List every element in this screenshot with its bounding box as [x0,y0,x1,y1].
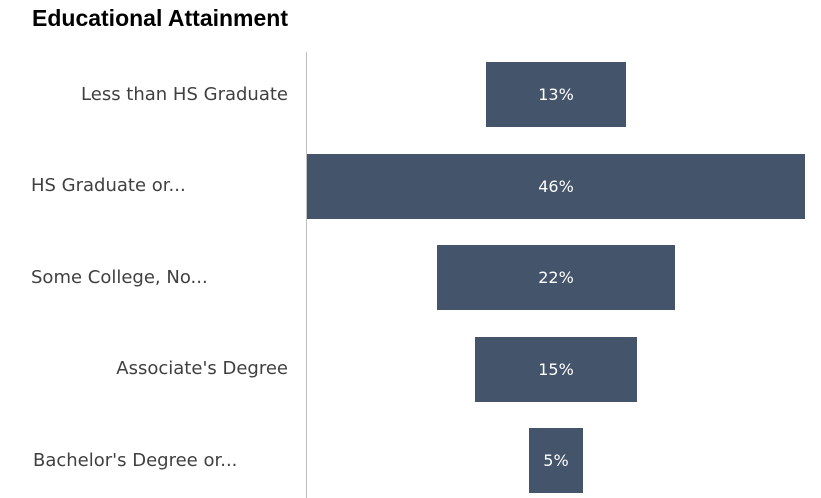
category-label: Associate's Degree [116,358,288,379]
data-label: 13% [538,85,574,104]
bar: 46% [307,153,805,219]
bar: 22% [436,245,676,310]
category-label: HS Graduate or... [31,175,186,196]
category-axis-line [306,52,307,498]
bar: 13% [485,62,627,127]
bar: 15% [474,336,638,402]
data-label: 15% [538,359,574,379]
data-label: 22% [538,268,574,287]
data-label: 46% [538,176,574,196]
category-label: Some College, No... [31,266,208,288]
category-label: Less than HS Graduate [81,83,288,105]
bar: 5% [528,428,584,493]
category-label: Bachelor's Degree or... [33,449,238,471]
chart-title: Educational Attainment [32,5,288,31]
data-label: 5% [543,451,569,470]
